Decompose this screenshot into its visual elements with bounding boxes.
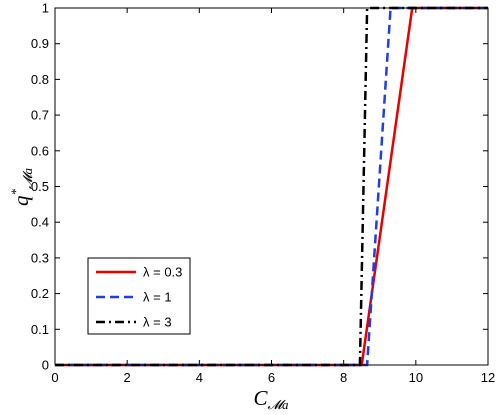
legend: λ = 0.3 λ = 1 λ = 3 [87, 257, 191, 335]
x-tick-label: 12 [481, 370, 495, 385]
y-tick-label: 0.4 [31, 215, 49, 230]
y-tick-label: 0.8 [31, 72, 49, 87]
legend-label-1: λ = 0.3 [143, 265, 182, 280]
x-axis-title-sub: 𝓜a [267, 397, 289, 412]
x-axis-title-main: C [253, 386, 268, 410]
y-axis-title-main: q [9, 195, 33, 206]
x-tick-label: 2 [124, 370, 131, 385]
x-axis-title: C𝓜a [253, 386, 289, 412]
y-axis-title: q*𝓜a [8, 167, 35, 206]
y-tick-label: 0.5 [31, 179, 49, 194]
ticks-layer: 0 2 4 6 8 10 12 0 0.1 0.2 0.3 0.4 0.5 0.6 0.7 0.8 0.9 1 [31, 1, 495, 386]
x-tick-label: 8 [340, 370, 347, 385]
y-tick-label: 0.6 [31, 143, 49, 158]
x-tick-label: 0 [51, 370, 58, 385]
y-tick-label: 0 [42, 358, 49, 373]
y-axis-title-sub: 𝓜a [20, 167, 35, 189]
y-tick-label: 0.2 [31, 286, 49, 301]
y-tick-label: 0.7 [31, 108, 49, 123]
x-tick-label: 4 [196, 370, 203, 385]
y-tick-label: 0.1 [31, 322, 49, 337]
x-tick-label: 6 [268, 370, 275, 385]
y-axis-title-sup: * [8, 189, 23, 196]
y-tick-label: 0.9 [31, 36, 49, 51]
x-tick-label: 10 [409, 370, 423, 385]
y-tick-label: 0.3 [31, 250, 49, 265]
legend-label-2: λ = 1 [143, 290, 172, 305]
legend-label-3: λ = 3 [143, 315, 172, 330]
y-tick-label: 1 [42, 1, 49, 16]
